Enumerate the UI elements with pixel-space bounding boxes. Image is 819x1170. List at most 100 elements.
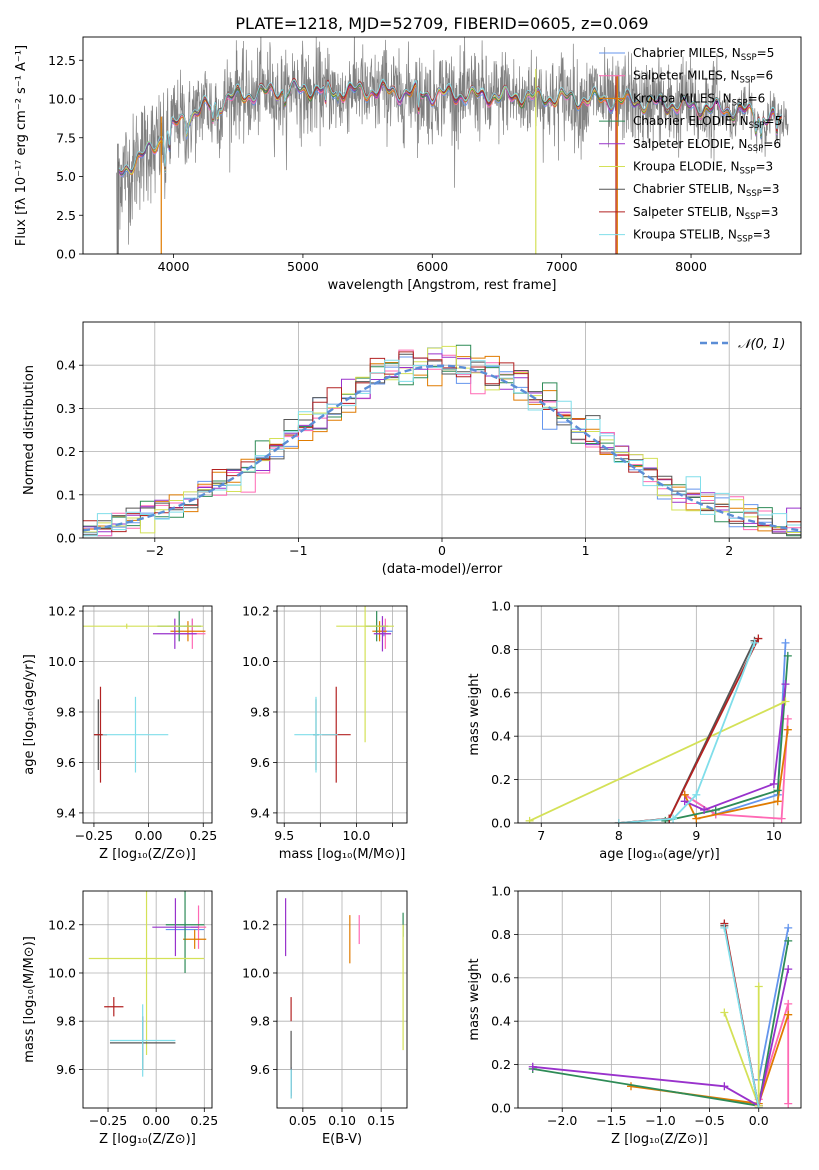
weight-marker [754,982,763,991]
age-vs-Z-panel: −0.25 0.00 0.25 9.4 9.6 9.8 10.0 10.2 Z [log₁₀(Z… [22,604,217,862]
y-tick-label: 9.8 [56,1014,76,1029]
x-axis-label: (data-model)/error [382,562,503,577]
x-tick-label: 9.5 [274,828,294,843]
y-tick-label: 0.0 [491,816,511,831]
x-axis-label: mass [log₁₀(M/M⊙)] [279,847,406,862]
weight-line [684,718,789,820]
x-tick-label: 0.10 [328,1113,356,1128]
x-axis-label: Z [log₁₀(Z/Z⊙)] [99,1132,196,1147]
y-tick-label: 10.0 [242,654,270,669]
y-tick-label: 0.4 [491,1014,511,1029]
weight-marker [720,923,729,932]
x-tick-label: 5000 [287,259,319,274]
weight-marker [769,779,778,788]
y-axis-label: Normed distribution [22,365,37,495]
weight-marker [783,714,792,723]
y-tick-label: 1.0 [491,884,511,899]
mass-vs-EBV-panel: 0.05 0.10 0.15 9.6 9.8 10.0 10.2 E(B-V) [242,890,408,1147]
y-tick-label: 0.2 [491,1057,511,1072]
y-tick-label: 0.6 [491,970,511,985]
weight-line [618,642,756,823]
x-tick-label: −0.25 [75,828,113,843]
weight-marker [784,936,793,945]
histograms [83,344,801,537]
weight-marker [528,1062,537,1071]
errorbars [285,898,404,1099]
y-tick-label: 10.0 [242,965,270,980]
legend-label: Salpeter STELIB, NSSP=3 [633,205,778,222]
x-tick-label: 7000 [546,259,578,274]
y-tick-label: 0.3 [56,401,76,416]
errorbars [88,891,207,1077]
y-tick-label: 9.8 [250,704,270,719]
weight-marker [784,999,793,1008]
legend-label: 𝒩(0, 1) [738,337,785,352]
weight-marker [720,1008,729,1017]
y-tick-label: 5.0 [56,169,76,184]
model-spectrum [118,81,782,178]
legend-label: Kroupa STELIB, NSSP=3 [633,228,771,245]
weight-marker [773,786,782,795]
y-tick-label: 0.0 [491,1101,511,1116]
y-tick-label: 0.8 [491,642,511,657]
x-tick-label: 0.00 [142,1113,170,1128]
x-tick-label: −2.0 [547,1113,577,1128]
y-tick-label: 9.8 [56,704,76,719]
weight-line [684,683,787,811]
y-tick-label: 9.6 [56,755,76,770]
normal-curve [83,364,801,532]
weight-marker [754,634,763,643]
legend-label: Salpeter MILES, NSSP=6 [633,69,773,86]
y-tick-label: 0.2 [491,772,511,787]
y-axis-label: Flux [fλ 10⁻¹⁷ erg cm⁻² s⁻¹ A⁻¹] [14,45,29,246]
weight-marker [781,680,790,689]
y-tick-label: 9.6 [250,755,270,770]
weight-marker [754,1104,763,1108]
weight-marker [700,805,709,814]
x-tick-label: 7 [537,828,545,843]
x-tick-label: 0.0 [749,1113,769,1128]
axes-frame [82,36,802,255]
axes-frame [517,605,802,824]
x-tick-label: 0.25 [190,1113,218,1128]
y-tick-label: 0.4 [491,729,511,744]
spectrum-lines [116,37,789,254]
x-tick-label: 9 [692,828,700,843]
axes-frame [82,321,802,539]
weight-marker [784,1010,793,1019]
residual-histogram [83,345,801,534]
y-tick-label: 9.6 [56,1062,76,1077]
massweight-vs-age-panel: 7 8 9 10 0.0 0.2 0.4 0.6 0.8 1.0 age [log₁₀(age/yr… [467,599,802,862]
y-tick-label: 9.4 [250,805,270,820]
model-spectrum [118,78,782,172]
x-axis-label: age [log₁₀(age/yr)] [599,847,720,862]
y-tick-label: 10.0 [48,654,76,669]
weight-marker [692,814,701,823]
y-tick-label: 12.5 [48,53,76,68]
axes-frame [276,890,408,1109]
weight-marker [614,819,623,823]
weight-line [757,927,790,1080]
y-tick-label: 0.4 [56,358,76,373]
weight-marker [784,965,793,974]
x-tick-label: −0.5 [694,1113,724,1128]
weight-marker [781,697,790,706]
y-tick-label: 0.1 [56,487,76,502]
legend: Chabrier MILES, NSSP=5 Salpeter MILES, NS… [599,46,782,245]
y-tick-label: 10.2 [242,604,270,619]
residual-histogram [83,353,801,533]
weight-line [683,729,789,820]
x-tick-label: 1 [582,543,590,558]
x-axis-label: wavelength [Angstrom, rest frame] [328,278,557,293]
weight-marker [711,805,720,814]
y-tick-label: 0.0 [56,247,76,262]
massweight-vs-Z-panel: −2.0 −1.5 −1.0 −0.5 0.0 0.0 0.2 0.4 0.6 0.8 1.0 Z [… [467,884,802,1147]
errorbars [83,611,206,783]
weight-marker [784,923,793,932]
y-tick-label: 9.4 [56,805,76,820]
x-tick-label: 0 [438,543,446,558]
x-tick-label: −2 [146,543,164,558]
figure-title: PLATE=1218, MJD=52709, FIBERID=0605, z=0… [235,14,648,33]
mass-vs-Z-panel: −0.25 0.00 0.25 9.6 9.8 10.0 10.2 Z [log₁₀(Z/Z⊙… [22,890,218,1147]
